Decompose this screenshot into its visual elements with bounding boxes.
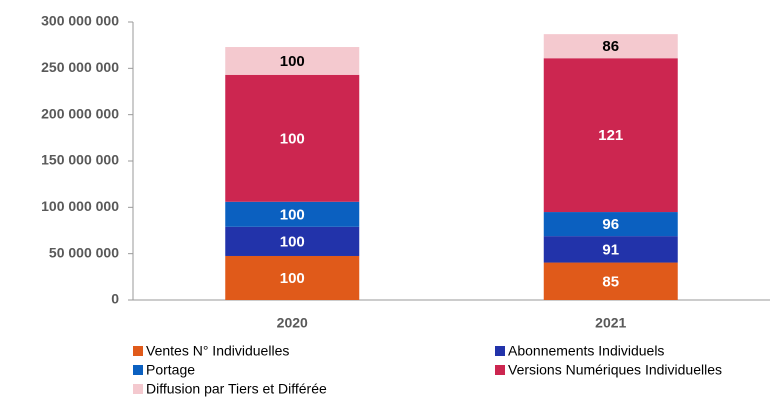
legend-label: Abonnements Individuels (508, 343, 664, 359)
data-label: 100 (280, 270, 305, 287)
y-tick-label: 200 000 000 (41, 105, 119, 121)
bar-segment (225, 255, 360, 300)
legend-swatch (133, 384, 143, 394)
legend-label: Ventes N° Individuelles (146, 343, 289, 359)
legend-swatch (495, 346, 505, 356)
bar-segment (225, 74, 360, 202)
y-tick-label: 300 000 000 (41, 13, 119, 29)
data-label: 85 (602, 273, 619, 290)
data-label: 100 (280, 130, 305, 147)
bar-segment (543, 212, 678, 237)
legend-swatch (133, 346, 143, 356)
bar-segment (543, 262, 678, 300)
data-label: 91 (602, 241, 619, 258)
legend-swatch (495, 365, 505, 375)
bar-segment (225, 226, 360, 256)
data-label: 100 (280, 53, 305, 70)
bar-segment (543, 34, 678, 59)
legend-label: Diffusion par Tiers et Différée (146, 381, 327, 397)
data-label: 100 (280, 233, 305, 250)
data-label: 86 (602, 38, 619, 55)
y-tick-label: 0 (111, 291, 119, 307)
data-label: 100 (280, 206, 305, 223)
y-tick-label: 150 000 000 (41, 152, 119, 168)
legend-label: Portage (146, 362, 195, 378)
legend-label: Versions Numériques Individuelles (508, 362, 722, 378)
data-label: 121 (598, 127, 623, 144)
y-tick-label: 50 000 000 (49, 244, 119, 260)
y-tick-label: 250 000 000 (41, 59, 119, 75)
bar-segment (225, 47, 360, 75)
bar-segment (543, 236, 678, 263)
y-tick-label: 100 000 000 (41, 198, 119, 214)
x-tick-label: 2020 (277, 315, 308, 331)
bar-segment (543, 58, 678, 213)
legend-swatch (133, 365, 143, 375)
bar-segment (225, 201, 360, 227)
x-tick-label: 2021 (595, 315, 626, 331)
data-label: 96 (602, 216, 619, 233)
